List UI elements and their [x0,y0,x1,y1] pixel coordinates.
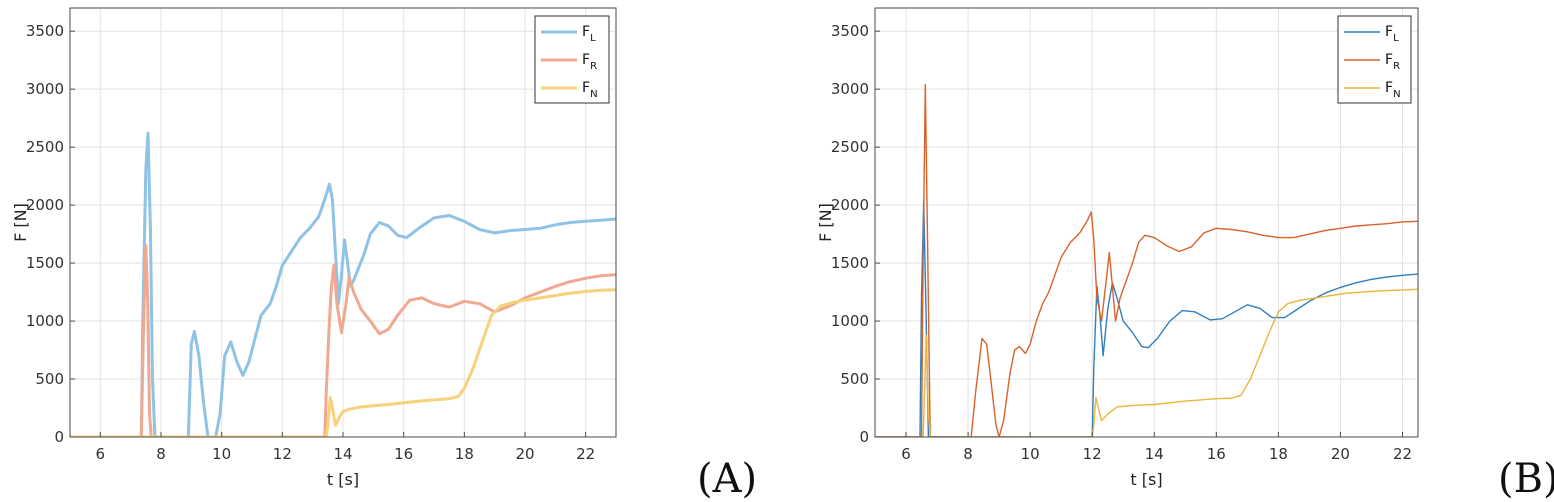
legend-entry: FN [582,80,598,100]
axes-frame [874,7,1419,438]
x-tick-label: 12 [1083,445,1102,463]
x-tick-label: 10 [212,445,231,463]
legend-entry-name: F [1385,80,1393,96]
y-tick-label: 2500 [26,138,64,156]
legend-entry: FL [582,24,596,44]
y-tick-label: 0 [859,428,869,446]
y-tick-label: 1500 [26,254,64,272]
legend-entry-subscript: R [590,61,597,72]
x-tick-label: 16 [1207,445,1226,463]
y-tick-label: 3000 [831,80,869,98]
legend-entry: FN [1385,80,1401,100]
y-tick-label: 2000 [831,196,869,214]
y-axis-label: F [N] [11,203,30,242]
y-tick-label: 0 [54,428,64,446]
series-line-FR [70,244,616,437]
series-line-FR [875,83,1418,437]
x-tick-label: 16 [394,445,413,463]
chart-panel-b: 6 8 10 12 14 16 18 20 22 0 500 1000 1500 2000 2500 3000… [816,7,1554,502]
legend-entry-subscript: N [590,89,597,100]
legend-entry-subscript: L [1393,33,1399,44]
x-tick-label: 14 [1145,445,1164,463]
x-tick-label: 22 [1393,445,1412,463]
y-tick-label: 3500 [831,22,869,40]
legend-entry-subscript: N [1393,89,1400,100]
chart-panel-a: 6 8 10 12 14 16 18 20 22 0 500 1000 1500 2000 2500 3000… [11,7,757,502]
y-tick-label: 3500 [26,22,64,40]
panel-label: (B) [1498,456,1554,502]
x-tick-label: 22 [576,445,595,463]
legend-entry-name: F [582,52,590,68]
x-tick-label: 20 [515,445,534,463]
plot-area [875,8,1418,437]
y-tick-label: 1500 [831,254,869,272]
y-axis-label: F [N] [816,203,835,242]
panel-label: (A) [697,456,757,502]
y-tick-label: 1000 [831,312,869,330]
y-tick-label: 2000 [26,196,64,214]
x-tick-label: 10 [1021,445,1040,463]
x-axis-label: t [s] [1130,470,1162,489]
x-tick-label: 12 [273,445,292,463]
x-axis-label: t [s] [327,470,359,489]
legend-entry-subscript: R [1393,61,1400,72]
legend-entry-name: F [1385,52,1393,68]
x-tick-label: 8 [156,445,166,463]
x-tick-label: 8 [963,445,973,463]
legend-entry-name: F [582,24,590,40]
y-tick-label: 500 [35,370,64,388]
legend-entry-name: F [1385,24,1393,40]
legend-entry-subscript: L [590,33,596,44]
legend-entry-name: F [582,80,590,96]
series-line-FL [70,131,616,437]
legend-entry: FR [1385,52,1400,72]
series-line-FN [70,288,616,437]
x-tick-label: 14 [333,445,352,463]
series-line-FL [875,199,1418,437]
legend-entry: FL [1385,24,1399,44]
y-tick-label: 500 [840,370,869,388]
x-tick-label: 18 [1269,445,1288,463]
x-tick-label: 6 [901,445,911,463]
y-tick-label: 2500 [831,138,869,156]
legend-entry: FR [582,52,597,72]
y-tick-label: 1000 [26,312,64,330]
series-line-FN [875,288,1418,437]
x-tick-label: 6 [96,445,106,463]
y-tick-label: 3000 [26,80,64,98]
x-tick-label: 20 [1331,445,1350,463]
x-tick-label: 18 [455,445,474,463]
